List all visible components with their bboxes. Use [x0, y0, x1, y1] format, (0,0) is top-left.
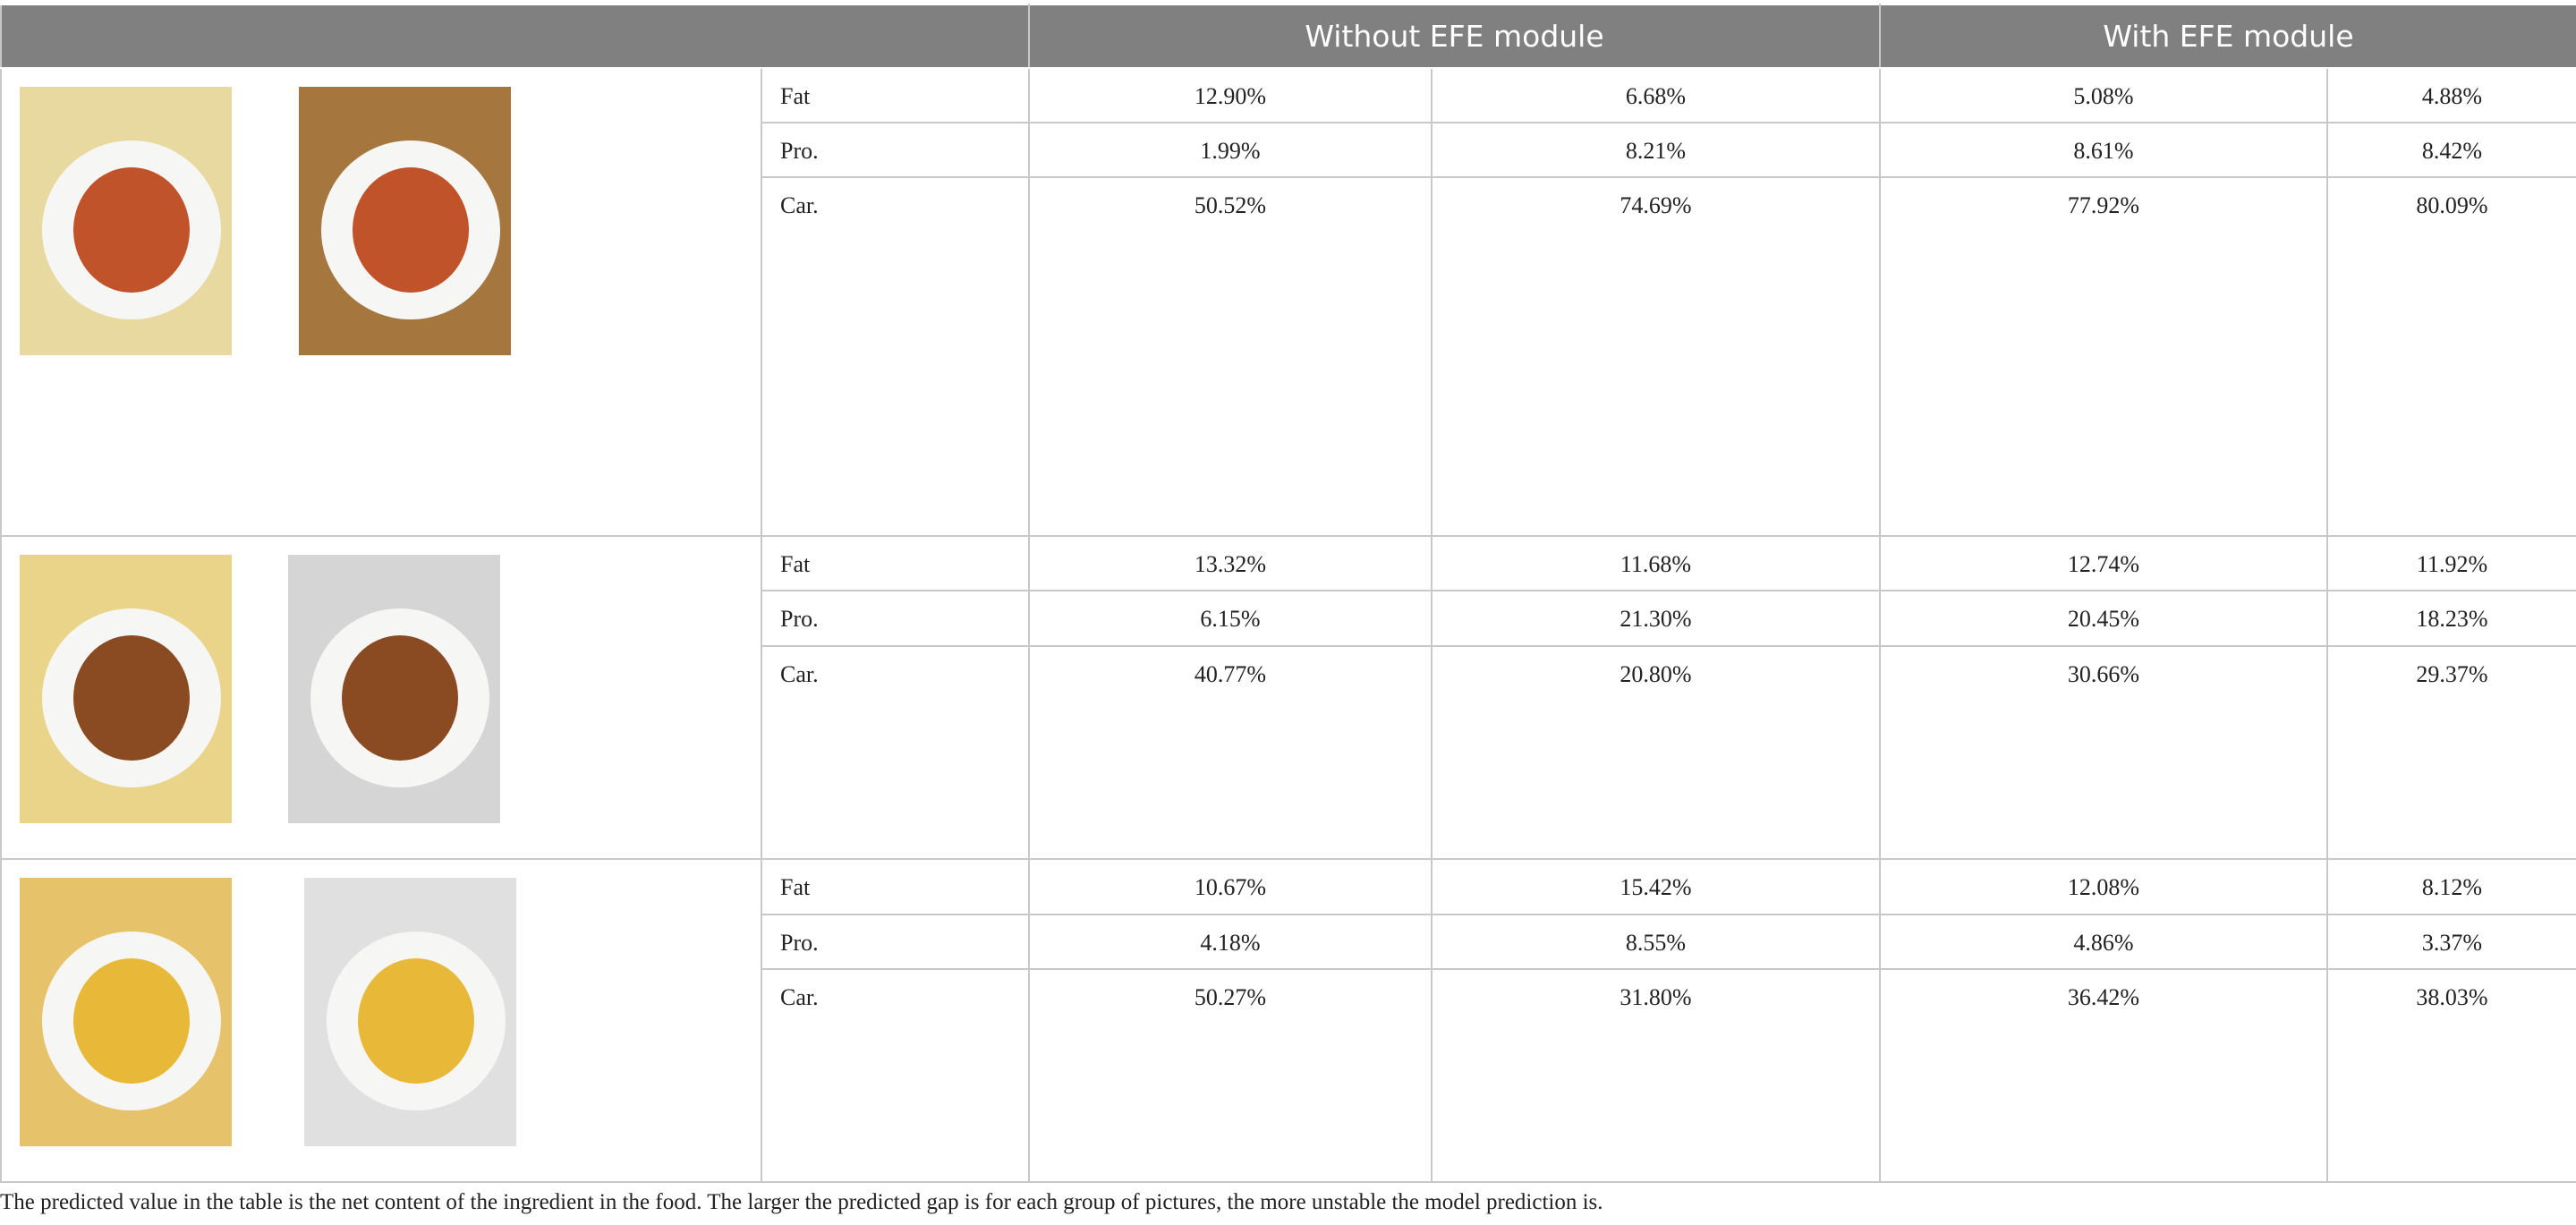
food-photo — [299, 87, 511, 355]
table-row: Pro. 6.15% 21.30% 20.45% 18.23% — [1, 590, 2576, 647]
food-photo — [304, 878, 516, 1146]
value-cell: 50.52% — [1028, 176, 1433, 537]
value-cell: 40.77% — [1028, 645, 1433, 860]
value-cell: 20.45% — [1879, 590, 2328, 647]
value-cell: 6.68% — [1431, 67, 1881, 123]
value-cell: 77.92% — [1879, 176, 2328, 537]
food-photo — [20, 878, 232, 1146]
header-cell: Without EFE module — [1028, 4, 1881, 69]
value-cell: 30.66% — [1879, 645, 2328, 860]
value-cell: 74.69% — [1431, 176, 1881, 537]
value-cell: 50.27% — [1028, 968, 1433, 1183]
value-cell: 3.37% — [2325, 914, 2576, 970]
value-cell: 8.21% — [1431, 122, 1881, 178]
value-cell: 4.88% — [2325, 67, 2576, 123]
food-photo — [20, 555, 232, 823]
row-label: Pro. — [761, 122, 1030, 178]
value-cell: 8.42% — [2325, 122, 2576, 178]
row-label: Fat — [761, 535, 1030, 591]
header-row: Without EFE module With EFE module — [0, 4, 2576, 69]
value-cell: 11.92% — [2325, 535, 2576, 591]
value-cell: 8.55% — [1431, 914, 1881, 970]
row-label: Pro. — [761, 590, 1030, 647]
value-cell: 8.12% — [2325, 858, 2576, 915]
row-label: Car. — [761, 176, 1030, 537]
value-cell: 15.42% — [1431, 858, 1881, 915]
value-cell: 21.30% — [1431, 590, 1881, 647]
food-photo — [20, 87, 232, 355]
table-row: Pro. 1.99% 8.21% 8.61% 8.42% — [1, 122, 2576, 178]
value-cell: 20.80% — [1431, 645, 1881, 860]
value-cell: 12.74% — [1879, 535, 2328, 591]
table-row: Car. 50.27% 31.80% 36.42% 38.03% — [1, 968, 2576, 1183]
image-cell — [0, 535, 762, 860]
image-cell — [0, 858, 762, 1183]
row-label: Fat — [761, 67, 1030, 123]
photos — [20, 87, 511, 355]
table-row: Pro. 4.18% 8.55% 4.86% 3.37% — [1, 914, 2576, 970]
table-row: Fat 13.32% 11.68% 12.74% 11.92% — [0, 535, 2576, 860]
value-cell: 38.03% — [2325, 968, 2576, 1183]
value-cell: 4.86% — [1879, 914, 2328, 970]
table-row: Car. 50.52% 74.69% 77.92% 80.09% — [1, 176, 2576, 537]
value-cell: 4.18% — [1028, 914, 1433, 970]
value-cell: 10.67% — [1028, 858, 1433, 915]
value-cell: 11.68% — [1431, 535, 1881, 591]
photos — [20, 878, 516, 1146]
value-cell: 8.61% — [1879, 122, 2328, 178]
results-table: Without EFE module With EFE module Fat 12… — [0, 4, 2576, 1183]
value-cell: 12.90% — [1028, 67, 1433, 123]
value-cell: 80.09% — [2325, 176, 2576, 537]
row-label: Car. — [761, 645, 1030, 860]
food-photo — [288, 555, 500, 823]
value-cell: 31.80% — [1431, 968, 1881, 1183]
value-cell: 12.08% — [1879, 858, 2328, 915]
row-label: Car. — [761, 968, 1030, 1183]
value-cell: 5.08% — [1879, 67, 2328, 123]
table-row: Car. 40.77% 20.80% 30.66% 29.37% — [1, 645, 2576, 860]
value-cell: 29.37% — [2325, 645, 2576, 860]
table-row: Fat 10.67% 15.42% 12.08% 8.12% — [0, 858, 2576, 1183]
value-cell: 36.42% — [1879, 968, 2328, 1183]
value-cell: 13.32% — [1028, 535, 1433, 591]
value-cell: 1.99% — [1028, 122, 1433, 178]
table-row: Fat 12.90% 6.68% 5.08% 4.88% — [0, 67, 2576, 537]
row-label: Fat — [761, 858, 1030, 915]
caption: The predicted value in the table is the … — [0, 1190, 1603, 1214]
image-cell — [0, 67, 762, 537]
photos — [20, 555, 500, 823]
value-cell: 6.15% — [1028, 590, 1433, 647]
row-label: Pro. — [761, 914, 1030, 970]
header-cell: With EFE module — [1878, 4, 2576, 69]
value-cell: 18.23% — [2325, 590, 2576, 647]
header-blank — [0, 4, 1030, 69]
